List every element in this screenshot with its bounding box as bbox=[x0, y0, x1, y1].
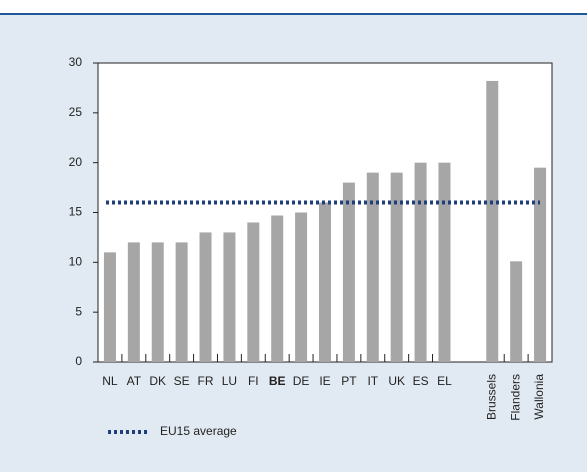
x-tick-label: LU bbox=[222, 374, 237, 388]
bar bbox=[342, 182, 355, 362]
bar bbox=[175, 242, 188, 362]
y-tick-label: 0 bbox=[75, 354, 82, 368]
bar bbox=[438, 162, 451, 362]
x-tick-label: NL bbox=[102, 374, 118, 388]
bar bbox=[271, 215, 284, 362]
x-tick-label: DE bbox=[293, 374, 310, 388]
bar bbox=[127, 242, 140, 362]
bar bbox=[534, 167, 547, 362]
legend-label: EU15 average bbox=[160, 424, 237, 438]
x-tick-label: IT bbox=[367, 374, 378, 388]
x-tick-label: FR bbox=[198, 374, 214, 388]
bar bbox=[390, 172, 403, 362]
bar bbox=[510, 261, 523, 362]
x-tick-label: DK bbox=[149, 374, 166, 388]
x-tick-label: SE bbox=[174, 374, 190, 388]
y-tick-label: 5 bbox=[75, 304, 82, 318]
bar bbox=[319, 202, 331, 362]
y-tick-label: 10 bbox=[69, 255, 83, 269]
bar bbox=[366, 172, 379, 362]
bar bbox=[151, 242, 164, 362]
x-tick-label: BE bbox=[269, 374, 286, 388]
bar bbox=[247, 222, 260, 362]
x-tick-label: UK bbox=[388, 374, 405, 388]
bar bbox=[414, 162, 427, 362]
x-tick-label: ES bbox=[413, 374, 429, 388]
bar bbox=[103, 252, 116, 362]
x-tick-label: Wallonia bbox=[532, 374, 546, 420]
x-tick-label: FI bbox=[248, 374, 259, 388]
x-tick-label: EL bbox=[437, 374, 452, 388]
y-tick-label: 25 bbox=[69, 105, 83, 119]
x-tick-label: Flanders bbox=[508, 374, 522, 421]
bar bbox=[199, 232, 212, 362]
bar bbox=[486, 80, 499, 362]
y-tick-label: 15 bbox=[69, 205, 83, 219]
x-tick-label: IE bbox=[319, 374, 330, 388]
bar bbox=[295, 212, 308, 362]
y-tick-label: 30 bbox=[69, 55, 83, 69]
bar bbox=[223, 232, 236, 362]
x-tick-label: PT bbox=[341, 374, 357, 388]
x-tick-label: Brussels bbox=[484, 374, 498, 420]
y-tick-label: 20 bbox=[69, 155, 83, 169]
x-tick-label: AT bbox=[127, 374, 142, 388]
